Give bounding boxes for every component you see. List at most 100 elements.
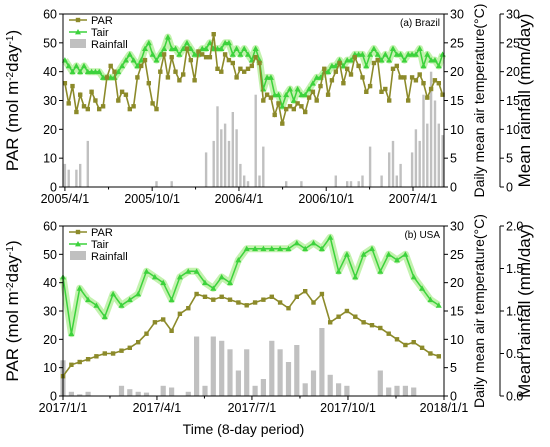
rainfall-bar	[185, 391, 191, 397]
tair-point	[143, 268, 150, 274]
tair-point	[416, 45, 423, 51]
par-point	[85, 106, 90, 112]
legend-par-label: PAR	[91, 15, 113, 27]
par-point	[428, 86, 434, 92]
par-point	[269, 294, 274, 299]
tair-point	[374, 51, 381, 57]
tair-point	[343, 251, 350, 257]
par-point	[161, 52, 167, 57]
rainfall-bar	[334, 175, 337, 187]
y-axis-temperature: 0 5 10 15 20 25 30	[444, 8, 464, 195]
par-point	[177, 78, 182, 83]
par-point	[207, 55, 213, 60]
tair-point	[101, 313, 108, 320]
par-point	[361, 320, 366, 325]
par-point	[440, 92, 445, 97]
tair-point	[252, 45, 259, 51]
rainfall-bar	[68, 391, 74, 397]
tair-point	[328, 62, 335, 69]
tair-point	[172, 45, 179, 51]
tair-point	[405, 51, 412, 57]
rainfall-bar	[433, 100, 437, 187]
par-point	[196, 49, 201, 54]
tair-point	[285, 245, 292, 252]
rainfall-bars	[60, 328, 417, 397]
rainfall-bars	[63, 71, 444, 187]
par-point	[276, 101, 281, 106]
rainfall-bar	[368, 146, 372, 187]
par-point	[112, 69, 117, 74]
legend-rainfall-swatch	[70, 251, 86, 260]
tair-point	[168, 45, 175, 51]
tair-point	[360, 251, 367, 257]
y-tick-label: 15	[450, 305, 464, 319]
tair-point	[435, 302, 442, 308]
par-point	[144, 331, 149, 336]
tair-point	[153, 57, 160, 63]
tair-point	[68, 330, 75, 337]
rainfall-bar	[227, 140, 231, 187]
y-axis-rainfall: 0 5 10 15 20 25 30	[499, 8, 520, 195]
par-point	[181, 72, 186, 77]
tair-point	[142, 45, 149, 51]
tair-point	[368, 245, 375, 252]
par-point	[119, 89, 125, 94]
tair-point	[233, 45, 240, 51]
y-axis-rainfall: 0.0 0.5 1.0 1.5 2.0	[499, 220, 523, 404]
y-tick-label: 30	[450, 8, 464, 22]
par-point	[303, 109, 308, 115]
rainfall-bar	[302, 383, 308, 397]
tair-point	[283, 91, 290, 98]
par-point	[245, 66, 251, 71]
par-point	[226, 57, 232, 63]
tair-point	[210, 285, 217, 291]
tair-point	[355, 51, 362, 57]
rainfall-bar	[285, 362, 292, 396]
par-point	[102, 351, 107, 356]
rainfall-bar	[239, 163, 242, 187]
tair-point	[243, 245, 250, 252]
rainfall-bar	[399, 163, 402, 187]
par-point	[165, 75, 171, 80]
x-tick-label: 2017/1/1	[39, 401, 88, 415]
tair-point	[327, 234, 334, 240]
par-point	[234, 75, 239, 80]
rainfall-bar	[194, 336, 200, 396]
legend-rainfall-label: Rainfall	[91, 251, 128, 263]
rainfall-bar	[258, 175, 261, 187]
y-tick-label: 15	[506, 94, 520, 108]
par-point	[127, 106, 132, 112]
par-point	[119, 348, 124, 353]
par-point	[66, 101, 71, 106]
tair-point	[183, 39, 190, 46]
legend-rainfall-label: Rainfall	[91, 39, 128, 51]
tair-point	[252, 245, 259, 252]
tair-point	[96, 68, 103, 75]
par-point	[253, 55, 258, 60]
tair-point	[359, 51, 366, 57]
tair-point	[145, 39, 152, 46]
rainfall-bar	[118, 385, 125, 396]
tair-point	[268, 245, 275, 252]
rainfall-bar	[79, 163, 82, 187]
y-tick-label: 40	[43, 65, 57, 79]
tair-point	[340, 62, 347, 69]
par-point	[203, 55, 209, 60]
y-tick-label: 0	[50, 390, 57, 404]
rainfall-bar	[252, 385, 258, 396]
par-point	[348, 72, 354, 77]
tair-point	[151, 274, 158, 280]
rainfall-bar	[155, 181, 158, 187]
rainfall-bar	[235, 370, 241, 396]
rainfall-bar	[361, 175, 364, 187]
y-tick-label: 40	[43, 276, 57, 290]
y-axis-temperature-title: Daily mean air temperature(°C)	[471, 214, 487, 408]
par-point	[227, 297, 233, 302]
panel-brazil: 2005/4/1 2005/10/1 2006/4/1 2006/10/1 2007/4…	[3, 4, 534, 206]
rainfall-bar	[386, 387, 392, 396]
par-point	[161, 317, 166, 322]
rainfall-bar	[285, 181, 288, 187]
tair-point	[286, 85, 293, 92]
y-tick-label: 60	[43, 8, 57, 22]
tair-point	[80, 62, 87, 69]
